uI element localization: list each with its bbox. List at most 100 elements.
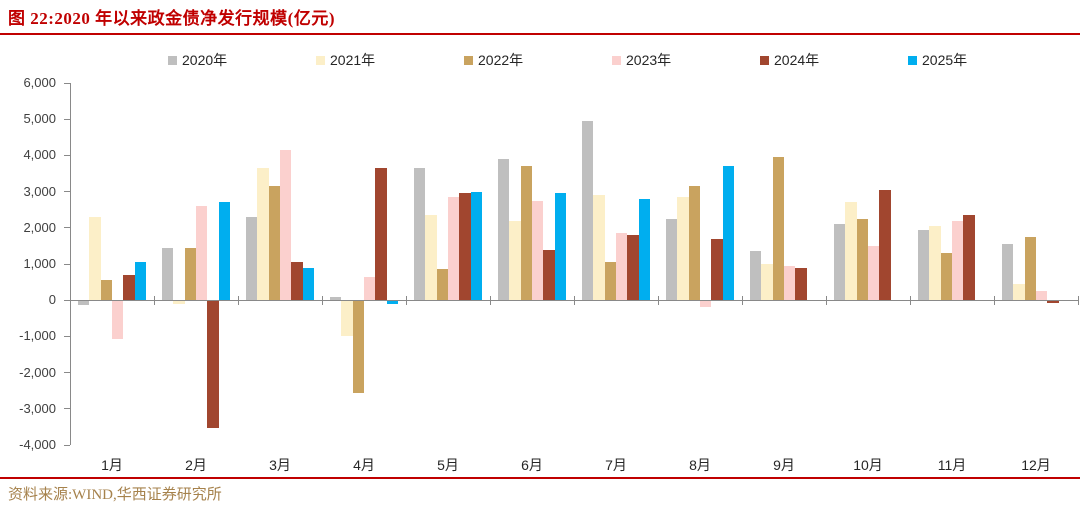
bar-2023年-4月 (364, 276, 376, 301)
legend-label: 2024年 (774, 52, 820, 68)
bar-2020年-12月 (1002, 244, 1014, 301)
y-axis-label: 1,000 (23, 256, 56, 271)
bar-2020年-8月 (666, 218, 678, 301)
y-axis-tick (64, 118, 70, 120)
bar-2024年-1月 (123, 274, 135, 301)
x-axis-tick (994, 296, 995, 306)
x-axis-tick (406, 296, 407, 306)
y-axis-label: -4,000 (19, 437, 56, 452)
month-group-8月 (658, 83, 742, 445)
bar-2024年-10月 (879, 189, 891, 301)
source-divider (0, 477, 1080, 479)
y-axis-label: 4,000 (23, 147, 56, 163)
bar-2020年-6月 (498, 159, 510, 301)
bar-2021年-9月 (761, 264, 773, 301)
legend-item-2023年: 2023年 (612, 50, 760, 70)
bar-2025年-7月 (638, 198, 650, 301)
bar-2020年-2月 (162, 247, 174, 301)
bar-2023年-12月 (1036, 291, 1048, 301)
bar-2025年-5月 (470, 191, 482, 301)
x-axis-label-10月: 10月 (853, 457, 883, 473)
month-group-5月 (406, 83, 490, 445)
y-axis-label: -3,000 (19, 400, 56, 416)
bar-2022年-7月 (604, 262, 616, 301)
y-axis-tick (64, 227, 70, 229)
chart-plot-area: 6,000 5,000 4,000 3,000 2,000 1,000 0 -1,000 -2,… (19, 75, 1079, 473)
y-axis-tick (64, 82, 70, 84)
bar-2025年-4月 (386, 301, 398, 305)
title-divider (0, 33, 1080, 35)
bar-2020年-9月 (750, 251, 762, 301)
bar-2024年-11月 (963, 215, 975, 301)
bar-2024年-7月 (627, 235, 639, 301)
legend-label: 2022年 (478, 52, 524, 68)
bar-2024年-8月 (711, 238, 723, 301)
bar-2020年-1月 (78, 301, 90, 305)
bar-2024年-2月 (207, 301, 219, 428)
bar-2022年-3月 (268, 186, 280, 301)
bar-2023年-3月 (280, 149, 292, 301)
bar-2022年-6月 (520, 166, 532, 301)
bar-2022年-8月 (688, 186, 700, 301)
bar-2024年-12月 (1047, 301, 1059, 304)
legend-label: 2025年 (922, 52, 968, 68)
y-axis-tick (64, 191, 70, 193)
bar-2024年-4月 (375, 168, 387, 301)
x-axis-label-6月: 6月 (521, 457, 543, 473)
month-group-1月 (70, 83, 154, 445)
bar-2025年-3月 (302, 267, 314, 301)
bar-2024年-5月 (459, 193, 471, 301)
bar-2022年-4月 (352, 301, 364, 394)
bar-2023年-1月 (112, 301, 124, 340)
x-axis-tick (826, 296, 827, 306)
bar-2021年-7月 (593, 195, 605, 301)
y-axis-label: 0 (48, 292, 56, 308)
bar-2025年-6月 (554, 193, 566, 301)
bar-2023年-2月 (196, 206, 208, 301)
bar-2020年-7月 (582, 121, 594, 301)
legend-item-2021年: 2021年 (316, 50, 464, 70)
x-axis-tick (322, 296, 323, 306)
y-axis-tick (64, 299, 70, 301)
bar-2021年-10月 (845, 202, 857, 301)
bar-2022年-2月 (184, 247, 196, 301)
legend-swatch (316, 55, 325, 65)
x-axis-label-12月: 12月 (1021, 457, 1051, 473)
month-group-4月 (322, 83, 406, 445)
month-group-2月 (154, 83, 238, 445)
y-axis-label: 6,000 (23, 75, 56, 90)
bar-2022年-10月 (856, 218, 868, 301)
legend-swatch (168, 55, 177, 65)
x-axis-tick (238, 296, 239, 306)
x-axis-label-1月: 1月 (101, 457, 123, 473)
x-axis-tick (154, 296, 155, 306)
x-axis-tick (742, 296, 743, 306)
y-axis-label: 3,000 (23, 183, 56, 199)
bar-2020年-4月 (330, 296, 342, 301)
legend: 2020年 2021年 2022年 2023年 2024年 2025年 (0, 50, 1056, 70)
bar-2023年-8月 (700, 301, 712, 307)
legend-item-2020年: 2020年 (168, 50, 316, 70)
bar-2023年-7月 (616, 233, 628, 301)
y-axis-tick (64, 335, 70, 337)
bar-2023年-9月 (784, 265, 796, 301)
source-note: 资料来源:WIND,华西证券研究所 (8, 487, 222, 503)
x-axis-tick (574, 296, 575, 306)
legend-item-2024年: 2024年 (760, 50, 908, 70)
bar-2022年-5月 (436, 269, 448, 301)
x-axis-label-8月: 8月 (689, 457, 711, 473)
month-group-12月 (994, 83, 1078, 445)
bar-2020年-11月 (918, 229, 930, 301)
legend-swatch (760, 55, 769, 65)
month-group-7月 (574, 83, 658, 445)
month-group-3月 (238, 83, 322, 445)
y-axis-tick (64, 444, 70, 446)
bar-2022年-11月 (940, 253, 952, 301)
x-axis-tick (1078, 296, 1079, 306)
bar-2025年-1月 (134, 262, 146, 301)
bar-2021年-2月 (173, 301, 185, 305)
month-group-6月 (490, 83, 574, 445)
bar-2024年-9月 (795, 267, 807, 301)
month-group-11月 (910, 83, 994, 445)
